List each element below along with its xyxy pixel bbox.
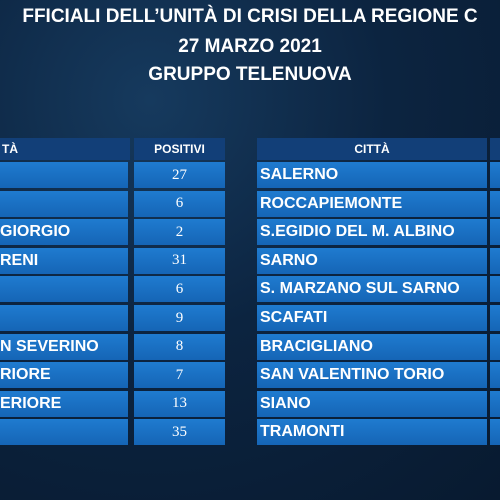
cell bbox=[490, 276, 500, 303]
city-cell bbox=[0, 190, 128, 217]
positive-cell: 2 bbox=[134, 219, 225, 246]
positive-cell: 6 bbox=[134, 276, 225, 303]
city-cell: SARNO bbox=[257, 247, 487, 274]
city-cell: S.EGIDIO DEL M. ALBINO bbox=[257, 219, 487, 246]
cell bbox=[490, 390, 500, 417]
positive-cell: 8 bbox=[134, 333, 225, 360]
positive-cell: 9 bbox=[134, 305, 225, 331]
cell bbox=[490, 305, 500, 331]
cell bbox=[490, 362, 500, 389]
city-cell: SALERNO bbox=[257, 162, 487, 188]
cell bbox=[490, 419, 500, 446]
city-cell: ROCCAPIEMONTE bbox=[257, 190, 487, 217]
cell bbox=[490, 190, 500, 217]
title-line: GRUPPO TELENUOVA bbox=[148, 64, 352, 85]
cell bbox=[490, 162, 500, 188]
city-cell: N SEVERINO bbox=[0, 333, 128, 360]
city-cell: TRAMONTI bbox=[257, 419, 487, 446]
city-cell: RENI bbox=[0, 247, 128, 274]
city-cell bbox=[0, 162, 128, 188]
city-cell: S. MARZANO SUL SARNO bbox=[257, 276, 487, 303]
city-cell bbox=[0, 419, 128, 446]
city-cell: GIORGIO bbox=[0, 219, 128, 246]
positive-cell: 7 bbox=[134, 362, 225, 389]
city-cell: ERIORE bbox=[0, 390, 128, 417]
column-header bbox=[490, 138, 500, 160]
positive-cell: 31 bbox=[134, 247, 225, 274]
title-line: 27 MARZO 2021 bbox=[178, 36, 322, 57]
city-cell: SAN VALENTINO TORIO bbox=[257, 362, 487, 389]
title-line: FFICIALI DELL’UNITÀ DI CRISI DELLA REGIO… bbox=[22, 6, 478, 27]
positive-cell: 35 bbox=[134, 419, 225, 446]
positive-cell: 13 bbox=[134, 390, 225, 417]
city-cell: SIANO bbox=[257, 390, 487, 417]
cell bbox=[490, 247, 500, 274]
column-header: CITTÀ bbox=[257, 138, 487, 160]
city-cell: SCAFATI bbox=[257, 305, 487, 331]
city-cell bbox=[0, 276, 128, 303]
cell bbox=[490, 333, 500, 360]
city-cell: RIORE bbox=[0, 362, 128, 389]
column-header: TÀ bbox=[0, 138, 130, 160]
positive-cell: 6 bbox=[134, 190, 225, 217]
cell bbox=[490, 219, 500, 246]
city-cell bbox=[0, 305, 128, 331]
city-cell: BRACIGLIANO bbox=[257, 333, 487, 360]
column-header: POSITIVI bbox=[134, 138, 225, 160]
positive-cell: 27 bbox=[134, 162, 225, 188]
